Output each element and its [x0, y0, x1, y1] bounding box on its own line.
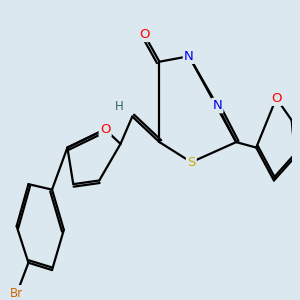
Text: O: O	[271, 92, 281, 105]
Text: O: O	[139, 28, 149, 41]
Text: H: H	[115, 100, 124, 113]
Text: N: N	[212, 99, 222, 112]
Text: N: N	[184, 50, 194, 63]
Text: Br: Br	[10, 287, 23, 300]
Text: O: O	[100, 123, 110, 136]
Text: S: S	[187, 156, 196, 169]
